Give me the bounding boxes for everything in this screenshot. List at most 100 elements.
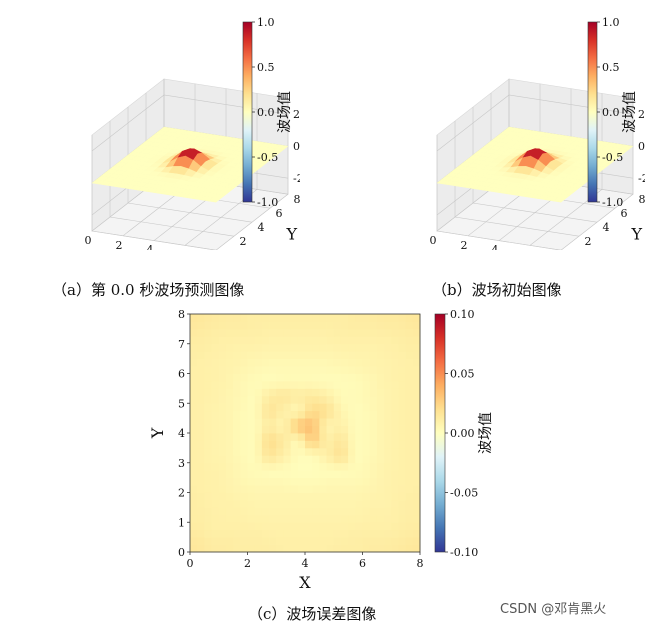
panel-c-heatmap-cell — [211, 477, 220, 486]
panel-c-heatmap-cell — [355, 492, 363, 501]
panel-c-heatmap-cell — [369, 462, 378, 471]
panel-c-heatmap-cell — [405, 388, 414, 397]
caption-c: （c）波场误差图像 — [248, 605, 377, 623]
panel-c-heatmap-cell — [398, 366, 407, 374]
panel-c-heatmap-cell — [398, 477, 407, 486]
panel-c-heatmap-cell — [290, 328, 299, 337]
panel-c-heatmap-cell — [197, 514, 205, 523]
panel-c-heatmap-cell — [398, 418, 407, 426]
panel-c-heatmap-cell — [233, 336, 241, 345]
panel-c-heatmap-cell — [362, 470, 371, 479]
panel-c-heatmap-cell — [290, 537, 299, 545]
panel-c-heatmap-cell — [398, 529, 407, 538]
panel-c-heatmap-cell — [355, 351, 363, 360]
panel-c-heatmap-cell — [290, 373, 299, 382]
panel-c-heatmap-cell — [269, 373, 277, 382]
panel-c-heatmap-cell — [283, 373, 292, 382]
panel-c-heatmap-cell — [218, 418, 227, 426]
panel-c-heatmap-cell — [362, 514, 371, 523]
panel-c-heatmap-cell — [283, 388, 292, 397]
panel-c-heatmap-cell — [405, 507, 414, 516]
panel-c-heatmap-cell — [333, 410, 342, 419]
panel-c-heatmap-cell — [412, 455, 421, 464]
panel-c-heatmap-cell — [319, 440, 327, 449]
panel-c-heatmap-cell — [391, 433, 399, 441]
panel-c-heatmap-cell — [225, 425, 234, 434]
panel-c-heatmap-cell — [225, 529, 234, 538]
panel-c-heatmap-cell — [233, 544, 241, 553]
panel-c-heatmap-cell — [348, 462, 356, 471]
panel-c-heatmap-cell — [326, 314, 335, 322]
panel-c-heatmap-cell — [204, 537, 212, 545]
panel-c-heatmap-cell — [312, 433, 320, 441]
panel-c-heatmap-cell — [333, 529, 342, 538]
panel-c-heatmap-cell — [362, 433, 371, 441]
panel-c-heatmap-cell — [218, 410, 227, 419]
panel-c-heatmap-cell — [204, 388, 212, 397]
panel-c-heatmap-cell — [240, 522, 248, 531]
panel-c-heatmap-cell — [362, 410, 371, 419]
panel-c-heatmap-cell — [340, 351, 349, 360]
panel-c-heatmap-cell — [283, 477, 292, 486]
panel-c-heatmap-cell — [225, 314, 234, 322]
panel-c-heatmap-cell — [240, 373, 248, 382]
panel-c-heatmap-cell — [412, 373, 421, 382]
panel-c-heatmap-cell — [340, 328, 349, 337]
panel-c-heatmap-cell — [405, 314, 414, 322]
panel-c-heatmap-cell — [233, 343, 241, 352]
panel-c-heatmap-cell — [197, 544, 205, 553]
panel-c-heatmap-cell — [376, 507, 385, 516]
panel-c-heatmap-cell — [412, 537, 421, 545]
panel-c-heatmap-cell — [283, 470, 292, 479]
panel-c-heatmap-cell — [348, 425, 356, 434]
panel-c-heatmap-cell — [369, 410, 378, 419]
panel-c-heatmap-cell — [326, 388, 335, 397]
panel-c-heatmap-cell — [384, 522, 392, 531]
panel-c-heatmap-cell — [197, 462, 205, 471]
panel-c-heatmap-cell — [225, 366, 234, 374]
panel-c-heatmap-cell — [269, 514, 277, 523]
panel-c-heatmap-cell — [384, 499, 392, 508]
panel-c-heatmap-cell — [333, 388, 342, 397]
panel-c-heatmap-cell — [362, 321, 371, 330]
panel-c-heatmap-cell — [283, 395, 292, 404]
panel-c-heatmap-cell — [348, 492, 356, 501]
panel-c-heatmap-cell — [333, 395, 342, 404]
panel-c-heatmap-cell — [405, 403, 414, 412]
panel-c-heatmap-cell — [261, 485, 270, 493]
panel-c-heatmap-cell — [355, 321, 363, 330]
panel-c-heatmap-cell — [225, 462, 234, 471]
panel-c-heatmap-cell — [333, 433, 342, 441]
panel-c-heatmap-cell — [190, 537, 198, 545]
panel-c-heatmap-cell — [319, 433, 327, 441]
panel-c-heatmap-cell — [297, 529, 306, 538]
panel-c-heatmap-cell — [211, 380, 220, 389]
panel-c-heatmap-cell — [326, 529, 335, 538]
panel-c-heatmap-cell — [384, 336, 392, 345]
panel-c-heatmap-cell — [391, 343, 399, 352]
panel-c-heatmap-cell — [384, 425, 392, 434]
panel-c-heatmap-cell — [333, 499, 342, 508]
panel-c-heatmap-cell — [305, 529, 313, 538]
panel-c-heatmap-cell — [211, 447, 220, 456]
panel-c-x-tick-label: 2 — [244, 557, 251, 570]
panel-c-heatmap-cell — [254, 433, 263, 441]
panel-c-heatmap-cell — [233, 485, 241, 493]
panel-c-heatmap-cell — [305, 485, 313, 493]
panel-c-heatmap-cell — [261, 499, 270, 508]
panel-c-x-tick-label: 4 — [302, 557, 309, 570]
panel-c-heatmap-cell — [276, 380, 284, 389]
panel-c-heatmap-cell — [240, 544, 248, 553]
panel-c-heatmap-cell — [261, 358, 270, 367]
panel-c-heatmap-cell — [283, 499, 292, 508]
panel-c-heatmap-cell — [405, 462, 414, 471]
panel-c-heatmap-cell — [384, 492, 392, 501]
panel-c-heatmap-cell — [398, 351, 407, 360]
panel-c-heatmap-cell — [283, 447, 292, 456]
panel-c-heatmap-cell — [305, 395, 313, 404]
panel-c-heatmap-cell — [312, 351, 320, 360]
panel-c-heatmap-cell — [305, 410, 313, 419]
panel-c-heatmap-cell — [197, 373, 205, 382]
panel-c-heatmap-cell — [391, 425, 399, 434]
panel-c-heatmap-cell — [412, 358, 421, 367]
